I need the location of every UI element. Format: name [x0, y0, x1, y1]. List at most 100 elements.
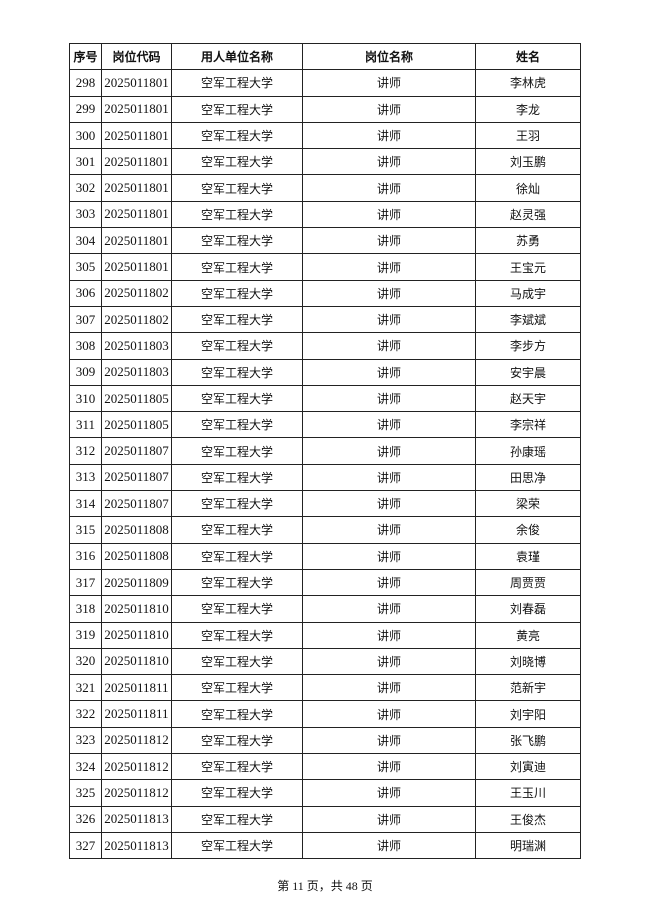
- cell-employer: 空军工程大学: [171, 542, 303, 570]
- cell-employer: 空军工程大学: [171, 279, 303, 307]
- table-row: 320 2025011810 空军工程大学 讲师 刘晓博: [69, 647, 581, 676]
- cell-post-name: 讲师: [302, 253, 476, 281]
- table-row: 313 2025011807 空军工程大学 讲师 田思净: [69, 463, 581, 492]
- table-row: 307 2025011802 空军工程大学 讲师 李斌斌: [69, 305, 581, 334]
- table-row: 301 2025011801 空军工程大学 讲师 刘玉鹏: [69, 148, 581, 176]
- cell-post-code: 2025011801: [101, 227, 172, 255]
- cell-post-name: 讲师: [302, 831, 476, 860]
- cell-name: 王玉川: [475, 779, 581, 807]
- table-row: 303 2025011801 空军工程大学 讲师 赵灵强: [69, 200, 581, 229]
- cell-name: 李宗祥: [475, 411, 581, 439]
- table-row: 314 2025011807 空军工程大学 讲师 梁荣: [69, 490, 581, 518]
- table-row: 310 2025011805 空军工程大学 讲师 赵天宇: [69, 384, 581, 413]
- cell-employer: 空军工程大学: [171, 305, 303, 334]
- cell-post-name: 讲师: [302, 200, 476, 229]
- cell-name: 范新宇: [475, 674, 581, 702]
- cell-post-code: 2025011811: [101, 700, 172, 728]
- cell-post-name: 讲师: [302, 148, 476, 176]
- table-row: 312 2025011807 空军工程大学 讲师 孙康瑶: [69, 437, 581, 465]
- cell-employer: 空军工程大学: [171, 227, 303, 255]
- cell-post-code: 2025011810: [101, 647, 172, 676]
- cell-seq: 313: [69, 463, 102, 492]
- cell-employer: 空军工程大学: [171, 174, 303, 202]
- cell-seq: 322: [69, 700, 102, 728]
- cell-seq: 312: [69, 437, 102, 465]
- cell-seq: 315: [69, 516, 102, 544]
- cell-name: 余俊: [475, 516, 581, 544]
- cell-employer: 空军工程大学: [171, 516, 303, 544]
- cell-post-code: 2025011801: [101, 253, 172, 281]
- cell-seq: 327: [69, 831, 102, 860]
- cell-post-name: 讲师: [302, 384, 476, 413]
- table-row: 299 2025011801 空军工程大学 讲师 李龙: [69, 95, 581, 123]
- cell-post-name: 讲师: [302, 121, 476, 150]
- cell-employer: 空军工程大学: [171, 411, 303, 439]
- cell-employer: 空军工程大学: [171, 595, 303, 623]
- cell-name: 周贾贾: [475, 568, 581, 597]
- cell-seq: 316: [69, 542, 102, 570]
- cell-name: 梁荣: [475, 490, 581, 518]
- cell-name: 黄亮: [475, 621, 581, 649]
- table-header-row: 序号 岗位代码 用人单位名称 岗位名称 姓名: [69, 42, 581, 71]
- cell-employer: 空军工程大学: [171, 384, 303, 413]
- cell-seq: 311: [69, 411, 102, 439]
- cell-seq: 321: [69, 674, 102, 702]
- header-name: 姓名: [475, 42, 581, 71]
- cell-name: 马成宇: [475, 279, 581, 307]
- cell-post-code: 2025011810: [101, 621, 172, 649]
- page-number: 第 11 页，共 48 页: [277, 879, 373, 893]
- header-employer: 用人单位名称: [171, 42, 303, 71]
- cell-name: 刘晓博: [475, 647, 581, 676]
- cell-seq: 324: [69, 753, 102, 781]
- cell-name: 明瑞渊: [475, 831, 581, 860]
- cell-name: 孙康瑶: [475, 437, 581, 465]
- cell-seq: 319: [69, 621, 102, 649]
- cell-employer: 空军工程大学: [171, 95, 303, 123]
- cell-post-code: 2025011801: [101, 200, 172, 229]
- cell-post-code: 2025011808: [101, 516, 172, 544]
- cell-post-name: 讲师: [302, 227, 476, 255]
- cell-post-name: 讲师: [302, 542, 476, 570]
- cell-name: 李斌斌: [475, 305, 581, 334]
- cell-employer: 空军工程大学: [171, 726, 303, 755]
- table-row: 317 2025011809 空军工程大学 讲师 周贾贾: [69, 568, 581, 597]
- cell-post-name: 讲师: [302, 305, 476, 334]
- cell-post-code: 2025011802: [101, 279, 172, 307]
- cell-employer: 空军工程大学: [171, 437, 303, 465]
- cell-seq: 299: [69, 95, 102, 123]
- cell-post-code: 2025011812: [101, 779, 172, 807]
- cell-post-code: 2025011810: [101, 595, 172, 623]
- cell-post-code: 2025011807: [101, 463, 172, 492]
- cell-employer: 空军工程大学: [171, 568, 303, 597]
- cell-name: 李龙: [475, 95, 581, 123]
- cell-post-name: 讲师: [302, 805, 476, 833]
- cell-post-code: 2025011801: [101, 174, 172, 202]
- table-row: 327 2025011813 空军工程大学 讲师 明瑞渊: [69, 831, 581, 860]
- cell-seq: 323: [69, 726, 102, 755]
- cell-employer: 空军工程大学: [171, 332, 303, 360]
- table-row: 325 2025011812 空军工程大学 讲师 王玉川: [69, 779, 581, 807]
- cell-post-code: 2025011808: [101, 542, 172, 570]
- cell-name: 田思净: [475, 463, 581, 492]
- cell-post-name: 讲师: [302, 463, 476, 492]
- cell-post-code: 2025011812: [101, 726, 172, 755]
- cell-post-code: 2025011801: [101, 121, 172, 150]
- cell-name: 袁瑾: [475, 542, 581, 570]
- cell-name: 苏勇: [475, 227, 581, 255]
- table-row: 306 2025011802 空军工程大学 讲师 马成宇: [69, 279, 581, 307]
- cell-name: 李林虎: [475, 69, 581, 97]
- cell-seq: 300: [69, 121, 102, 150]
- cell-post-name: 讲师: [302, 621, 476, 649]
- cell-post-name: 讲师: [302, 595, 476, 623]
- table-row: 309 2025011803 空军工程大学 讲师 安宇晨: [69, 358, 581, 386]
- cell-employer: 空军工程大学: [171, 779, 303, 807]
- table-row: 326 2025011813 空军工程大学 讲师 王俊杰: [69, 805, 581, 833]
- cell-post-name: 讲师: [302, 674, 476, 702]
- cell-post-code: 2025011803: [101, 358, 172, 386]
- cell-employer: 空军工程大学: [171, 358, 303, 386]
- cell-post-name: 讲师: [302, 174, 476, 202]
- cell-post-code: 2025011807: [101, 437, 172, 465]
- cell-seq: 309: [69, 358, 102, 386]
- cell-post-name: 讲师: [302, 437, 476, 465]
- cell-seq: 308: [69, 332, 102, 360]
